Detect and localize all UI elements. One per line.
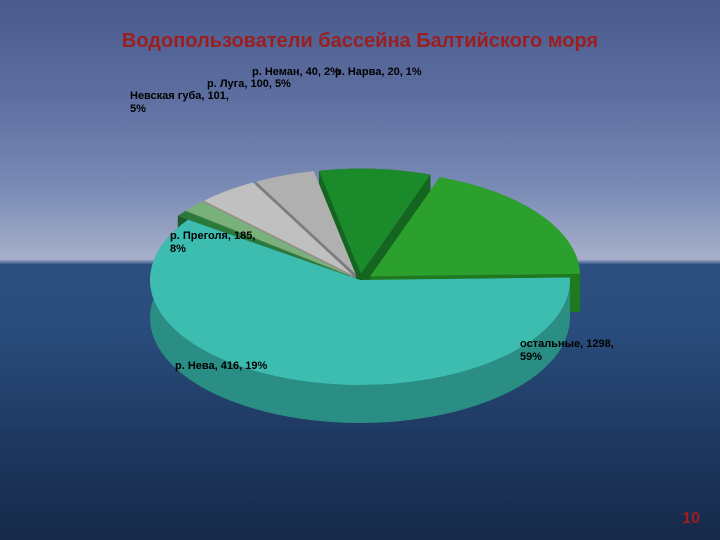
slice-label: р. Неман, 40, 2% — [252, 66, 340, 79]
page-number: 10 — [682, 510, 700, 528]
slide-stage: Водопользователи бассейна Балтийского мо… — [0, 0, 720, 540]
pie-svg — [90, 87, 630, 493]
slice-label: р. Преголя, 185, 8% — [170, 230, 255, 255]
slice-label: р. Нарва, 20, 1% — [335, 66, 422, 79]
slice-label: остальные, 1298, 59% — [520, 338, 614, 363]
slice-label: Невская губа, 101, 5% — [130, 90, 229, 115]
slice-label: р. Луга, 100, 5% — [207, 78, 291, 91]
pie-chart — [90, 87, 630, 498]
slice-label: р. Нева, 416, 19% — [175, 360, 267, 373]
chart-title: Водопользователи бассейна Балтийского мо… — [0, 30, 720, 53]
